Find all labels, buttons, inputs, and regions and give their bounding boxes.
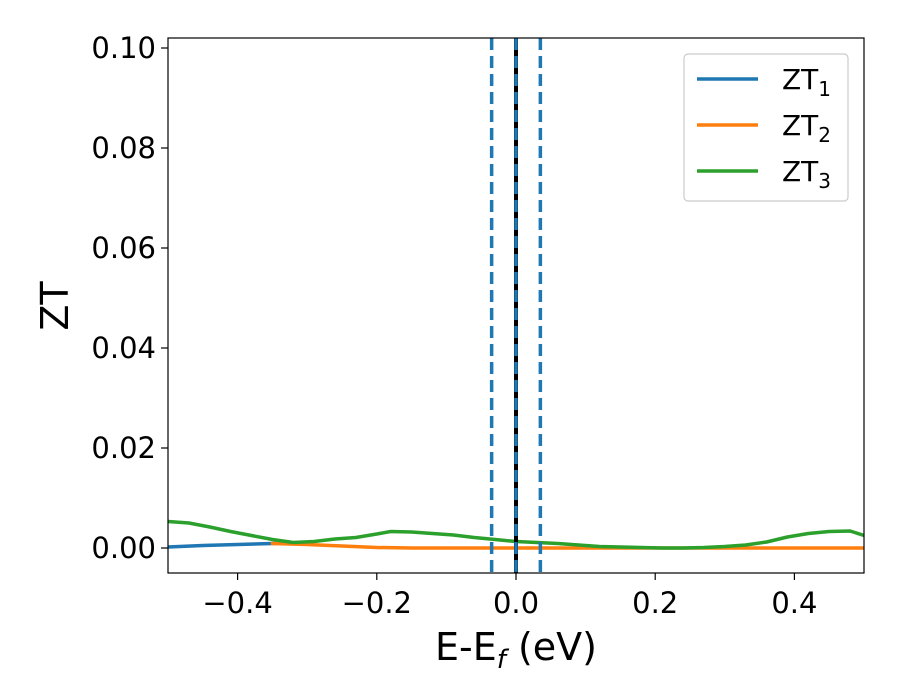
- x-axis-label: E-Ef (eV): [435, 625, 597, 675]
- series-line-2: [270, 541, 864, 550]
- y-tick-label: 0.10: [91, 31, 156, 65]
- x-tick-label: −0.2: [342, 586, 412, 620]
- axis-ticks: −0.4 −0.2 0.0 0.2 0.4 0.00 0.02 0.04 0.06 0.08 0.1…: [91, 31, 817, 620]
- y-tick-label: 0.00: [91, 531, 156, 565]
- y-tick-label: 0.04: [91, 331, 156, 365]
- legend-label-2: ZT2: [782, 109, 831, 147]
- x-axis-label-main: E-E: [435, 625, 497, 669]
- legend-label-sub: 2: [818, 123, 831, 147]
- x-tick-label: −0.4: [202, 586, 272, 620]
- x-tick-label: 0.2: [632, 586, 678, 620]
- legend-label-main: ZT: [782, 109, 819, 142]
- legend-label-sub: 3: [818, 169, 831, 193]
- x-tick-label: 0.4: [771, 586, 817, 620]
- legend-label-main: ZT: [782, 155, 819, 188]
- legend-label-1: ZT1: [782, 63, 831, 101]
- y-tick-label: 0.06: [91, 231, 156, 265]
- legend-label-3: ZT3: [782, 155, 831, 193]
- legend-label-sub: 1: [818, 77, 831, 101]
- y-tick-label: 0.02: [91, 431, 156, 465]
- reference-lines: [489, 38, 543, 573]
- y-tick-label: 0.08: [91, 131, 156, 165]
- x-tick-label: 0.0: [493, 586, 539, 620]
- x-axis-label-unit: (eV): [506, 625, 597, 669]
- legend-box: [683, 53, 849, 202]
- y-axis-label: ZT: [33, 281, 77, 331]
- legend-label-main: ZT: [782, 63, 819, 96]
